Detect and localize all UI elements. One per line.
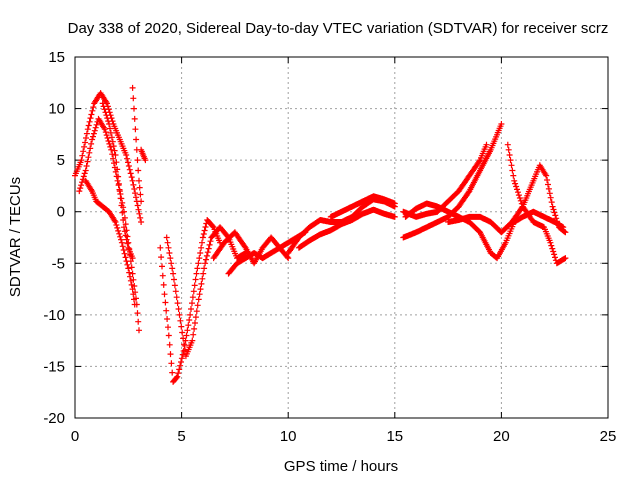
data-marks [129, 84, 145, 205]
series-arc-14 [400, 121, 505, 241]
x-tick-label: 15 [386, 428, 403, 445]
x-axis-label: GPS time / hours [284, 458, 398, 475]
y-tick-label: -10 [43, 307, 65, 324]
x-tick-label: 25 [600, 428, 617, 445]
y-tick-label: 0 [57, 204, 65, 221]
y-tick-label: -20 [43, 410, 65, 427]
data-marks [295, 206, 398, 251]
data-marks [400, 121, 505, 241]
x-tick-label: 10 [280, 428, 297, 445]
x-tick-labels: 0 5 10 15 20 25 [71, 428, 617, 445]
y-tick-label: -15 [43, 358, 65, 375]
x-tick-label: 0 [71, 428, 79, 445]
data-series [72, 84, 569, 385]
series-arc-13 [327, 193, 398, 220]
plot-frame [74, 56, 609, 419]
data-marks [99, 100, 136, 262]
chart-title: Day 338 of 2020, Sidereal Day-to-day VTE… [68, 20, 609, 37]
data-marks [504, 141, 569, 267]
data-marks [157, 217, 223, 385]
y-tick-label: 15 [48, 49, 65, 66]
series-arc-12 [295, 206, 398, 251]
data-marks [445, 162, 569, 236]
y-axis-label: SDTVAR / TECUs [7, 177, 24, 297]
y-tick-label: -5 [52, 255, 65, 272]
data-marks [72, 90, 145, 225]
series-arc-7 [157, 217, 223, 385]
series-arc-3 [82, 177, 138, 308]
x-tick-label: 20 [493, 428, 510, 445]
series-arc-4 [99, 100, 136, 262]
data-marks [327, 193, 398, 220]
data-marks [82, 177, 138, 308]
series-arc-5 [129, 84, 145, 205]
series-arc-1 [72, 90, 145, 225]
x-tick-label: 5 [177, 428, 185, 445]
y-tick-labels: -20 -15 -10 -5 0 5 10 15 [43, 49, 65, 427]
y-tick-label: 10 [48, 101, 65, 118]
y-tick-label: 5 [57, 152, 65, 169]
series-arc-18 [504, 141, 569, 267]
axis-ticks [74, 56, 609, 419]
data-marks [138, 146, 149, 164]
series-arc-6 [138, 146, 149, 164]
series-arc-17 [445, 162, 569, 236]
